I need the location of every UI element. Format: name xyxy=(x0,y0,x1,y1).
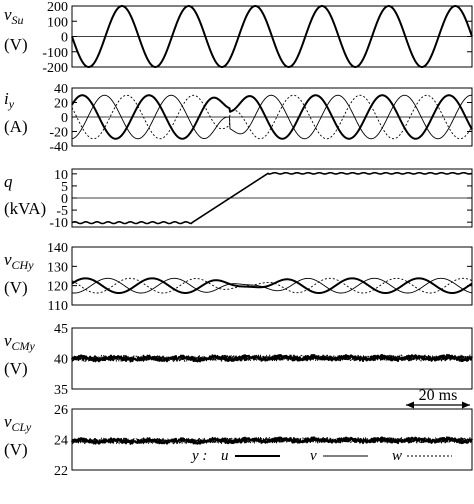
series-iy-u xyxy=(71,94,473,140)
legend-label-v: v xyxy=(310,448,317,464)
y-tick-label: -40 xyxy=(49,140,68,155)
series-vCHy-u xyxy=(71,277,473,295)
y-tick-label: 140 xyxy=(47,241,68,256)
y-axis-unit: (kVA) xyxy=(4,199,46,218)
y-tick-label: -200 xyxy=(42,61,68,76)
y-axis-label: q xyxy=(4,172,13,191)
series-vCMy-w xyxy=(71,354,473,362)
y-tick-label: 22 xyxy=(54,464,68,479)
y-tick-label: 40 xyxy=(54,353,68,368)
y-axis-label: vCLy xyxy=(4,412,32,434)
y-axis-label: vSu xyxy=(4,5,24,27)
y-tick-label: 120 xyxy=(47,280,68,295)
series-vSu-u xyxy=(71,5,473,68)
y-tick-label: 10 xyxy=(54,168,68,183)
y-tick-label: 40 xyxy=(54,82,68,97)
series-vCHy-v xyxy=(71,277,473,294)
y-tick-label: 0 xyxy=(61,192,68,207)
y-tick-label: -20 xyxy=(49,126,68,141)
panel-frame xyxy=(71,246,473,306)
y-tick-label: 5 xyxy=(61,180,68,195)
chart-panels: 2001000-100-200vSu(V)40200-20-40iy(A)105… xyxy=(4,0,473,479)
series-vCHy-w xyxy=(71,277,473,294)
y-tick-label: 0 xyxy=(61,111,68,126)
y-tick-label: -100 xyxy=(42,46,68,61)
series-iy-w xyxy=(71,94,473,140)
scale-bar-label: 20 ms xyxy=(419,387,458,404)
y-tick-label: 110 xyxy=(48,299,68,314)
y-tick-label: 130 xyxy=(47,260,68,275)
y-tick-label: 0 xyxy=(61,31,68,46)
time-scale-bar: 20 ms xyxy=(406,387,470,409)
y-axis-unit: (V) xyxy=(4,440,28,459)
scale-bar-left-arrow xyxy=(406,401,414,409)
series-q-q xyxy=(71,171,473,225)
y-tick-label: 20 xyxy=(54,97,68,112)
series-iy-v xyxy=(71,94,473,140)
y-tick-label: 24 xyxy=(54,434,68,449)
legend-label-w: w xyxy=(392,448,402,464)
legend-label-u: u xyxy=(221,448,229,464)
y-axis-label: iy xyxy=(4,89,15,111)
y-tick-label: 26 xyxy=(54,403,68,418)
y-axis-unit: (V) xyxy=(4,278,28,297)
panel-vCMy: 45 40 35 vCMy (V) xyxy=(4,322,473,398)
y-axis-label: vCMy xyxy=(4,331,36,353)
y-tick-label: 45 xyxy=(54,322,68,337)
legend: y : u v w xyxy=(190,448,452,464)
y-tick-label: 35 xyxy=(54,383,68,398)
y-tick-label: 200 xyxy=(47,0,68,15)
y-axis-unit: (A) xyxy=(4,117,28,136)
panel-vCLy: 26 24 22 vCLy (V) xyxy=(4,403,473,479)
series-vCLy-w xyxy=(71,436,473,445)
y-axis-unit: (V) xyxy=(4,35,28,54)
legend-prefix: y : xyxy=(190,448,207,464)
y-tick-label: 100 xyxy=(47,15,68,30)
y-tick-label: -10 xyxy=(49,216,68,231)
panel-vCHy: 140 130 120 110 vCHy (V) xyxy=(4,241,473,314)
series-vCLy-v xyxy=(71,436,473,445)
y-axis-label: vCHy xyxy=(4,250,34,272)
y-axis-unit: (V) xyxy=(4,359,28,378)
y-tick-label: -5 xyxy=(56,204,68,219)
scale-bar-right-arrow xyxy=(462,401,470,409)
